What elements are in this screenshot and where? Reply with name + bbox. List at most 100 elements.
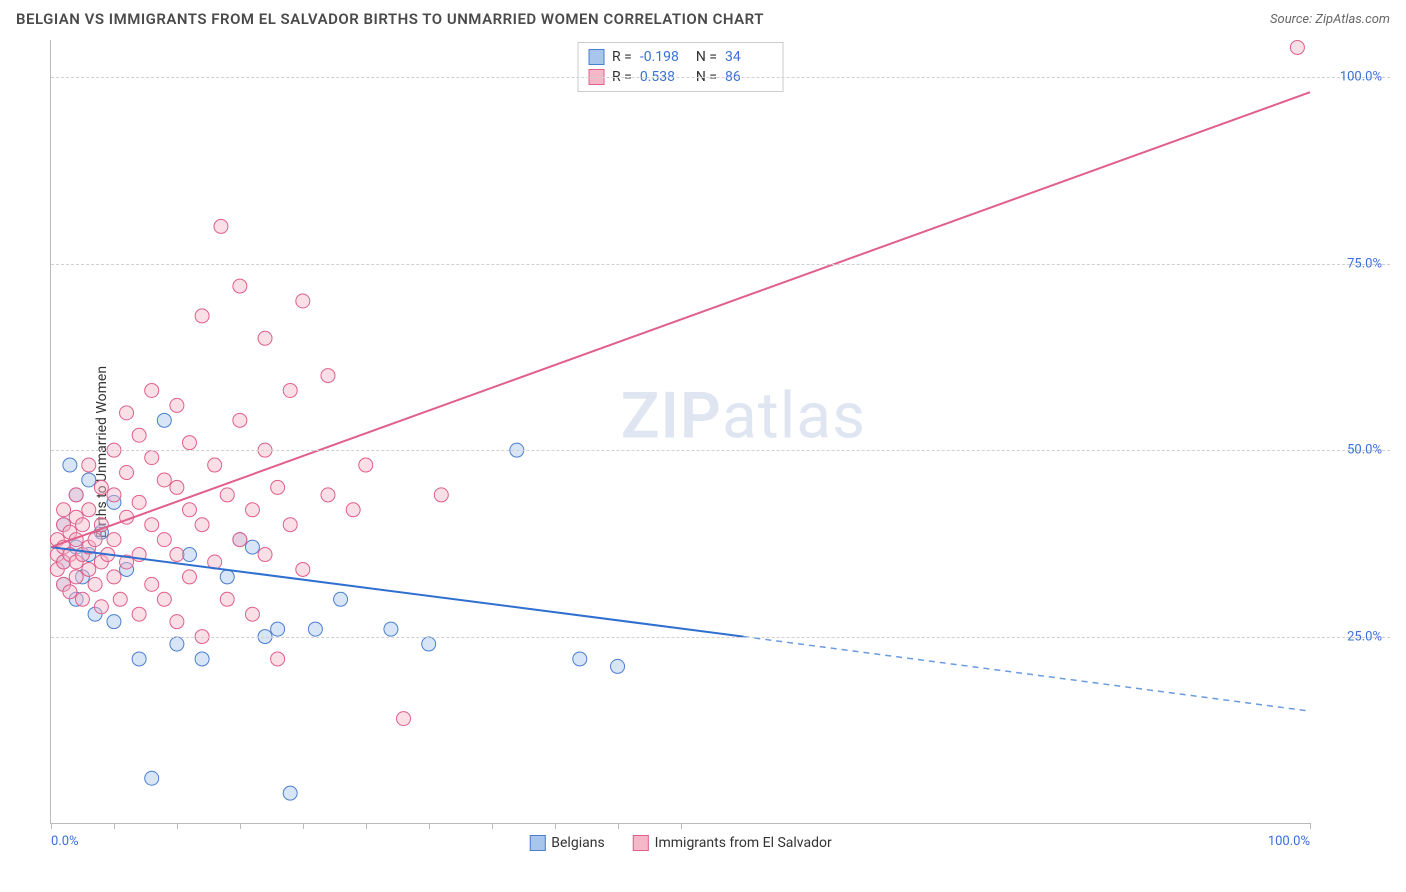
stat-row: R =-0.198N =34 — [588, 47, 773, 67]
x-tick — [51, 823, 52, 829]
legend-item-belgians: Belgians — [529, 835, 604, 851]
data-point — [611, 659, 625, 673]
x-tick-label: 100.0% — [1268, 834, 1310, 849]
data-point — [63, 458, 77, 472]
data-point — [1290, 40, 1304, 54]
stat-swatch-icon — [588, 49, 604, 65]
x-tick — [366, 823, 367, 829]
data-point — [132, 652, 146, 666]
trend-line-extrapolated — [743, 637, 1310, 712]
x-tick — [1310, 823, 1311, 829]
chart-container: Births to Unmarried Women ZIPatlas R =-0… — [50, 40, 1390, 864]
data-point — [82, 458, 96, 472]
data-point — [145, 771, 159, 785]
gridline — [51, 77, 1390, 78]
data-point — [170, 480, 184, 494]
data-point — [434, 488, 448, 502]
data-point — [283, 383, 297, 397]
stat-n-label: N = — [696, 47, 717, 67]
data-point — [271, 622, 285, 636]
legend-item-el-salvador: Immigrants from El Salvador — [633, 835, 832, 851]
data-point — [75, 518, 89, 532]
data-point — [88, 577, 102, 591]
y-tick-label: 100.0% — [1340, 70, 1382, 85]
data-point — [132, 495, 146, 509]
x-tick — [429, 823, 430, 829]
data-point — [422, 637, 436, 651]
data-point — [107, 615, 121, 629]
data-point — [233, 533, 247, 547]
x-tick — [555, 823, 556, 829]
x-tick — [114, 823, 115, 829]
x-tick — [240, 823, 241, 829]
source-attribution: Source: ZipAtlas.com — [1270, 12, 1390, 27]
data-point — [182, 436, 196, 450]
legend-swatch-icon — [633, 835, 649, 851]
data-point — [107, 488, 121, 502]
data-point — [182, 570, 196, 584]
data-point — [321, 369, 335, 383]
data-point — [157, 592, 171, 606]
data-point — [346, 503, 360, 517]
legend: Belgians Immigrants from El Salvador — [529, 835, 831, 851]
data-point — [88, 533, 102, 547]
stat-r-label: R = — [612, 47, 632, 67]
y-tick-label: 25.0% — [1347, 629, 1382, 644]
data-point — [145, 518, 159, 532]
gridline — [51, 450, 1390, 451]
data-point — [94, 480, 108, 494]
data-point — [132, 607, 146, 621]
data-point — [75, 592, 89, 606]
data-point — [233, 413, 247, 427]
data-point — [258, 331, 272, 345]
data-point — [220, 488, 234, 502]
trend-line — [51, 547, 743, 636]
data-point — [182, 548, 196, 562]
legend-label: Immigrants from El Salvador — [655, 835, 832, 851]
y-tick-label: 75.0% — [1347, 256, 1382, 271]
data-point — [145, 577, 159, 591]
data-point — [220, 570, 234, 584]
legend-label: Belgians — [551, 835, 604, 851]
data-point — [283, 518, 297, 532]
data-point — [170, 615, 184, 629]
data-point — [182, 503, 196, 517]
chart-title: BELGIAN VS IMMIGRANTS FROM EL SALVADOR B… — [16, 10, 764, 28]
data-point — [321, 488, 335, 502]
data-point — [296, 562, 310, 576]
data-point — [245, 540, 259, 554]
x-tick — [177, 823, 178, 829]
x-tick — [492, 823, 493, 829]
data-point — [113, 592, 127, 606]
data-point — [397, 712, 411, 726]
y-tick-label: 50.0% — [1347, 443, 1382, 458]
plot-area: ZIPatlas R =-0.198N =34R =0.538N =86 Bel… — [50, 40, 1310, 824]
data-point — [69, 488, 83, 502]
data-point — [157, 473, 171, 487]
data-point — [57, 503, 71, 517]
plot-svg — [51, 40, 1310, 823]
data-point — [82, 562, 96, 576]
data-point — [245, 607, 259, 621]
x-tick-label: 0.0% — [51, 834, 79, 849]
data-point — [107, 533, 121, 547]
data-point — [120, 466, 134, 480]
x-tick — [618, 823, 619, 829]
data-point — [271, 480, 285, 494]
data-point — [82, 503, 96, 517]
data-point — [195, 518, 209, 532]
data-point — [220, 592, 234, 606]
data-point — [195, 652, 209, 666]
data-point — [258, 548, 272, 562]
data-point — [283, 786, 297, 800]
data-point — [233, 279, 247, 293]
data-point — [145, 383, 159, 397]
data-point — [170, 398, 184, 412]
data-point — [208, 458, 222, 472]
data-point — [271, 652, 285, 666]
correlation-stats-box: R =-0.198N =34R =0.538N =86 — [577, 42, 784, 92]
data-point — [214, 219, 228, 233]
trend-line — [51, 92, 1310, 547]
data-point — [157, 413, 171, 427]
data-point — [132, 428, 146, 442]
